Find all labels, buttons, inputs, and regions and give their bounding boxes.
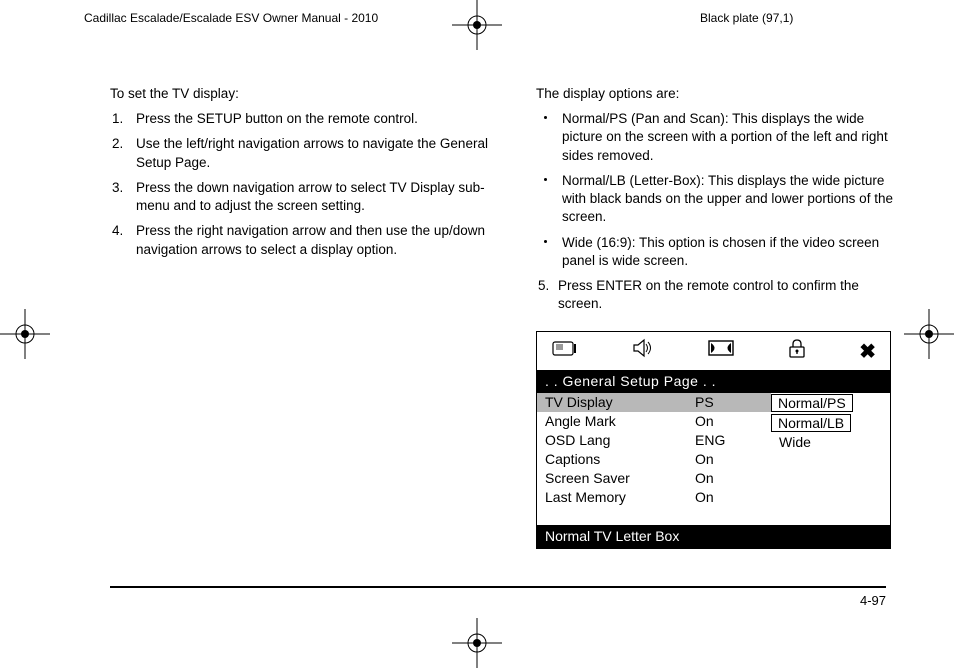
- speaker-icon: [631, 337, 655, 367]
- setup-bottom-bar: Normal TV Letter Box: [537, 525, 890, 548]
- setup-row-value: On: [687, 450, 771, 469]
- step-text: Press the down navigation arrow to selec…: [136, 180, 485, 213]
- step-text: Press the SETUP button on the remote con…: [136, 111, 418, 126]
- setup-row-label: OSD Lang: [537, 431, 687, 450]
- manual-title: Cadillac Escalade/Escalade ESV Owner Man…: [84, 11, 378, 25]
- bullet-text: Wide (16:9): This option is chosen if th…: [562, 235, 879, 268]
- setup-row-value: On: [687, 412, 771, 431]
- general-setup-panel: ✖ . . General Setup Page . . TV Display …: [536, 331, 891, 549]
- plate-label: Black plate (97,1): [700, 11, 793, 25]
- setup-options-col: Normal/PS Normal/LB Wide: [771, 393, 890, 507]
- steps-list: 1.Press the SETUP button on the remote c…: [110, 110, 498, 259]
- setup-menu-body: TV Display Angle Mark OSD Lang Captions …: [537, 393, 890, 507]
- right-intro: The display options are:: [536, 85, 904, 103]
- page-content: To set the TV display: 1.Press the SETUP…: [110, 85, 886, 549]
- setup-option: Normal/PS: [771, 394, 853, 412]
- dolby-icon: [707, 338, 735, 366]
- left-intro: To set the TV display:: [110, 85, 498, 103]
- step-text: Press the right navigation arrow and the…: [136, 223, 485, 256]
- step5-text: Press ENTER on the remote control to con…: [558, 278, 859, 311]
- step-5: 5. Press ENTER on the remote control to …: [536, 277, 904, 313]
- step-item: 2.Use the left/right navigation arrows t…: [132, 135, 498, 171]
- bullet-item: Normal/LB (Letter-Box): This displays th…: [558, 172, 904, 227]
- setup-row-label: Captions: [537, 450, 687, 469]
- setup-row-value: On: [687, 469, 771, 488]
- bullet-text: Normal/PS (Pan and Scan): This displays …: [562, 111, 888, 162]
- bullet-item: Normal/PS (Pan and Scan): This displays …: [558, 110, 904, 165]
- setup-row-label: Screen Saver: [537, 469, 687, 488]
- crop-mark-top: [452, 0, 502, 50]
- right-column: The display options are: Normal/PS (Pan …: [536, 85, 904, 549]
- page-number: 4-97: [860, 593, 886, 608]
- crop-mark-right: [904, 309, 954, 359]
- left-column: To set the TV display: 1.Press the SETUP…: [110, 85, 498, 549]
- setup-row-label: Last Memory: [537, 488, 687, 507]
- setup-row-label: TV Display: [537, 393, 687, 412]
- footer-rule: [110, 586, 886, 588]
- setup-row-value: PS: [687, 393, 771, 412]
- setup-row-label: Angle Mark: [537, 412, 687, 431]
- bullets-list: Normal/PS (Pan and Scan): This displays …: [536, 110, 904, 270]
- step-item: 3.Press the down navigation arrow to sel…: [132, 179, 498, 215]
- lock-icon: [787, 337, 807, 367]
- close-x-icon: ✖: [859, 343, 876, 361]
- crop-mark-bottom: [452, 618, 502, 668]
- step-item: 1.Press the SETUP button on the remote c…: [132, 110, 498, 128]
- tv-icon: [551, 338, 579, 366]
- bullet-item: Wide (16:9): This option is chosen if th…: [558, 234, 904, 270]
- setup-icon-row: ✖: [537, 332, 890, 370]
- setup-values-col: PS On ENG On On On: [687, 393, 771, 507]
- bullet-text: Normal/LB (Letter-Box): This displays th…: [562, 173, 893, 224]
- crop-mark-left: [0, 309, 50, 359]
- setup-option: Normal/LB: [771, 414, 851, 432]
- setup-option: Wide: [771, 433, 890, 452]
- setup-row-value: ENG: [687, 431, 771, 450]
- step-item: 4.Press the right navigation arrow and t…: [132, 222, 498, 258]
- setup-row-value: On: [687, 488, 771, 507]
- setup-title-bar: . . General Setup Page . .: [537, 370, 890, 393]
- step-text: Use the left/right navigation arrows to …: [136, 136, 488, 169]
- setup-labels-col: TV Display Angle Mark OSD Lang Captions …: [537, 393, 687, 507]
